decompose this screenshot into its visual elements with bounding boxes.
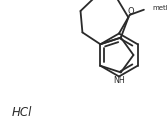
Text: methoxy: methoxy — [152, 5, 167, 11]
Text: O: O — [127, 7, 134, 16]
Text: NH: NH — [113, 76, 125, 85]
Text: HCl: HCl — [12, 105, 32, 119]
